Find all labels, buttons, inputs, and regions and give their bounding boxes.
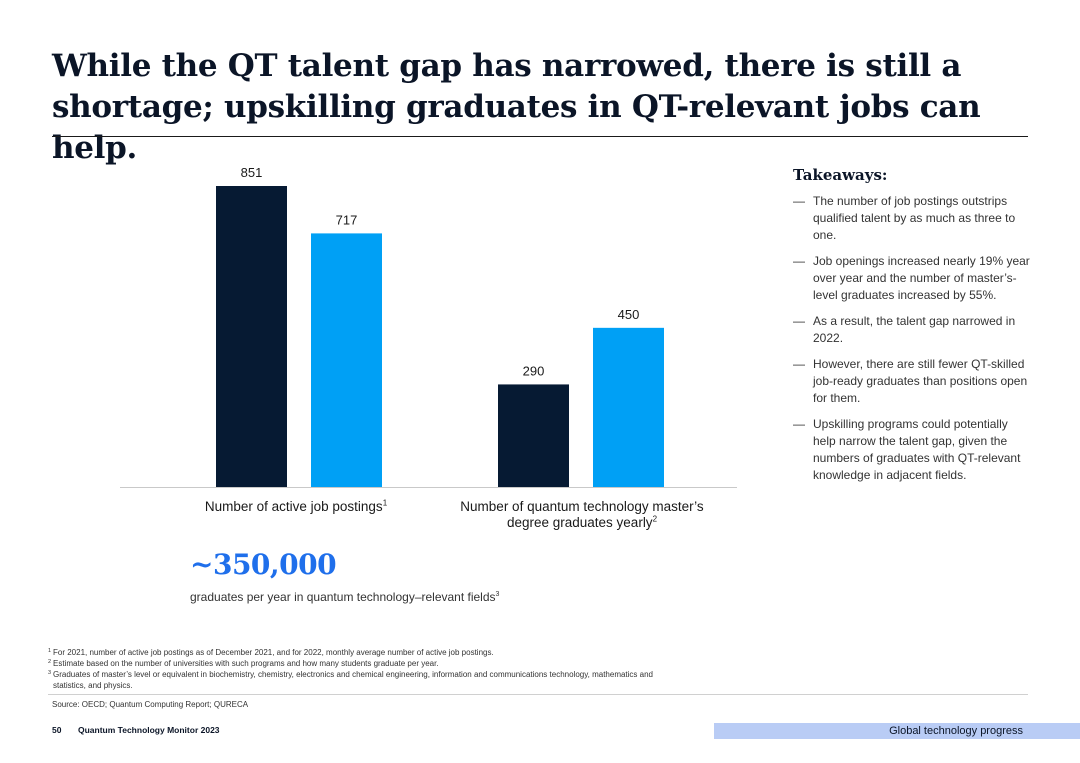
takeaway-text: As a result, the talent gap narrowed in …: [813, 314, 1016, 345]
bar-0-1: [311, 233, 382, 487]
highlight-value: ~350,000: [190, 548, 337, 581]
highlight-footnote: 3: [495, 591, 500, 598]
footnote-text: Estimate based on the number of universi…: [53, 659, 439, 668]
x-category-text-0: Number of active job postings: [204, 499, 383, 514]
footnote-number: 2: [48, 659, 52, 665]
bar-value-label-1-0: 290: [523, 363, 545, 378]
title-divider: [52, 136, 1028, 137]
source-note: Source: OECD; Quantum Computing Report; …: [52, 700, 249, 709]
takeaway-item: — However, there are still fewer QT-skill…: [793, 356, 1033, 407]
x-category-label-0: Number of active job postings1: [186, 499, 406, 515]
source-divider: [48, 694, 1028, 695]
highlight-caption-text: graduates per year in quantum technology…: [190, 590, 496, 604]
footnote: 2 Estimate based on the number of univers…: [48, 658, 688, 669]
takeaway-item: — The number of job postings outstrips qu…: [793, 193, 1033, 244]
takeaway-dash: —: [793, 314, 805, 328]
bar-1-0: [498, 384, 569, 487]
footnote-text: Graduates of master’s level or equivalen…: [53, 670, 653, 690]
takeaway-dash: —: [793, 254, 805, 268]
takeaway-text: However, there are still fewer QT-skille…: [813, 357, 1028, 405]
takeaways-title: Takeaways:: [793, 166, 888, 184]
bar-0-0: [216, 186, 287, 487]
page-number: 50: [52, 725, 62, 735]
takeaway-dash: —: [793, 357, 805, 371]
takeaway-text: Upskilling programs could potentially he…: [813, 417, 1021, 482]
takeaway-dash: —: [793, 417, 805, 431]
highlight-caption: graduates per year in quantum technology…: [190, 590, 499, 604]
takeaway-dash: —: [793, 194, 805, 208]
footnote: 3 Graduates of master’s level or equivale…: [48, 669, 688, 691]
takeaway-item: — Job openings increased nearly 19% year …: [793, 253, 1033, 304]
takeaway-item: — Upskilling programs could potentially h…: [793, 416, 1033, 484]
x-category-footnote-1: 2: [652, 514, 658, 524]
report-name: Quantum Technology Monitor 2023: [78, 725, 220, 735]
takeaways-panel: Takeaways: — The number of job postings o…: [793, 166, 1033, 493]
bar-1-1: [593, 327, 664, 487]
takeaway-text: The number of job postings outstrips qua…: [813, 194, 1016, 242]
footnotes: 1 For 2021, number of active job postings…: [48, 647, 688, 691]
takeaway-item: — As a result, the talent gap narrowed in…: [793, 313, 1033, 347]
bar-value-label-1-1: 450: [618, 307, 640, 322]
x-category-footnote-0: 1: [382, 498, 388, 508]
x-category-text-1: Number of quantum technology master’s de…: [460, 499, 704, 530]
section-tag: Global technology progress: [714, 723, 1080, 739]
page-title: While the QT talent gap has narrowed, th…: [52, 48, 981, 166]
footnote-text: For 2021, number of active job postings …: [53, 648, 494, 657]
bar-value-label-0-1: 717: [336, 212, 358, 227]
footnote: 1 For 2021, number of active job postings…: [48, 647, 688, 658]
footnote-number: 1: [48, 648, 52, 654]
takeaway-text: Job openings increased nearly 19% year o…: [813, 254, 1030, 302]
x-category-label-1: Number of quantum technology master’s de…: [448, 499, 716, 531]
footnote-number: 3: [48, 670, 52, 676]
